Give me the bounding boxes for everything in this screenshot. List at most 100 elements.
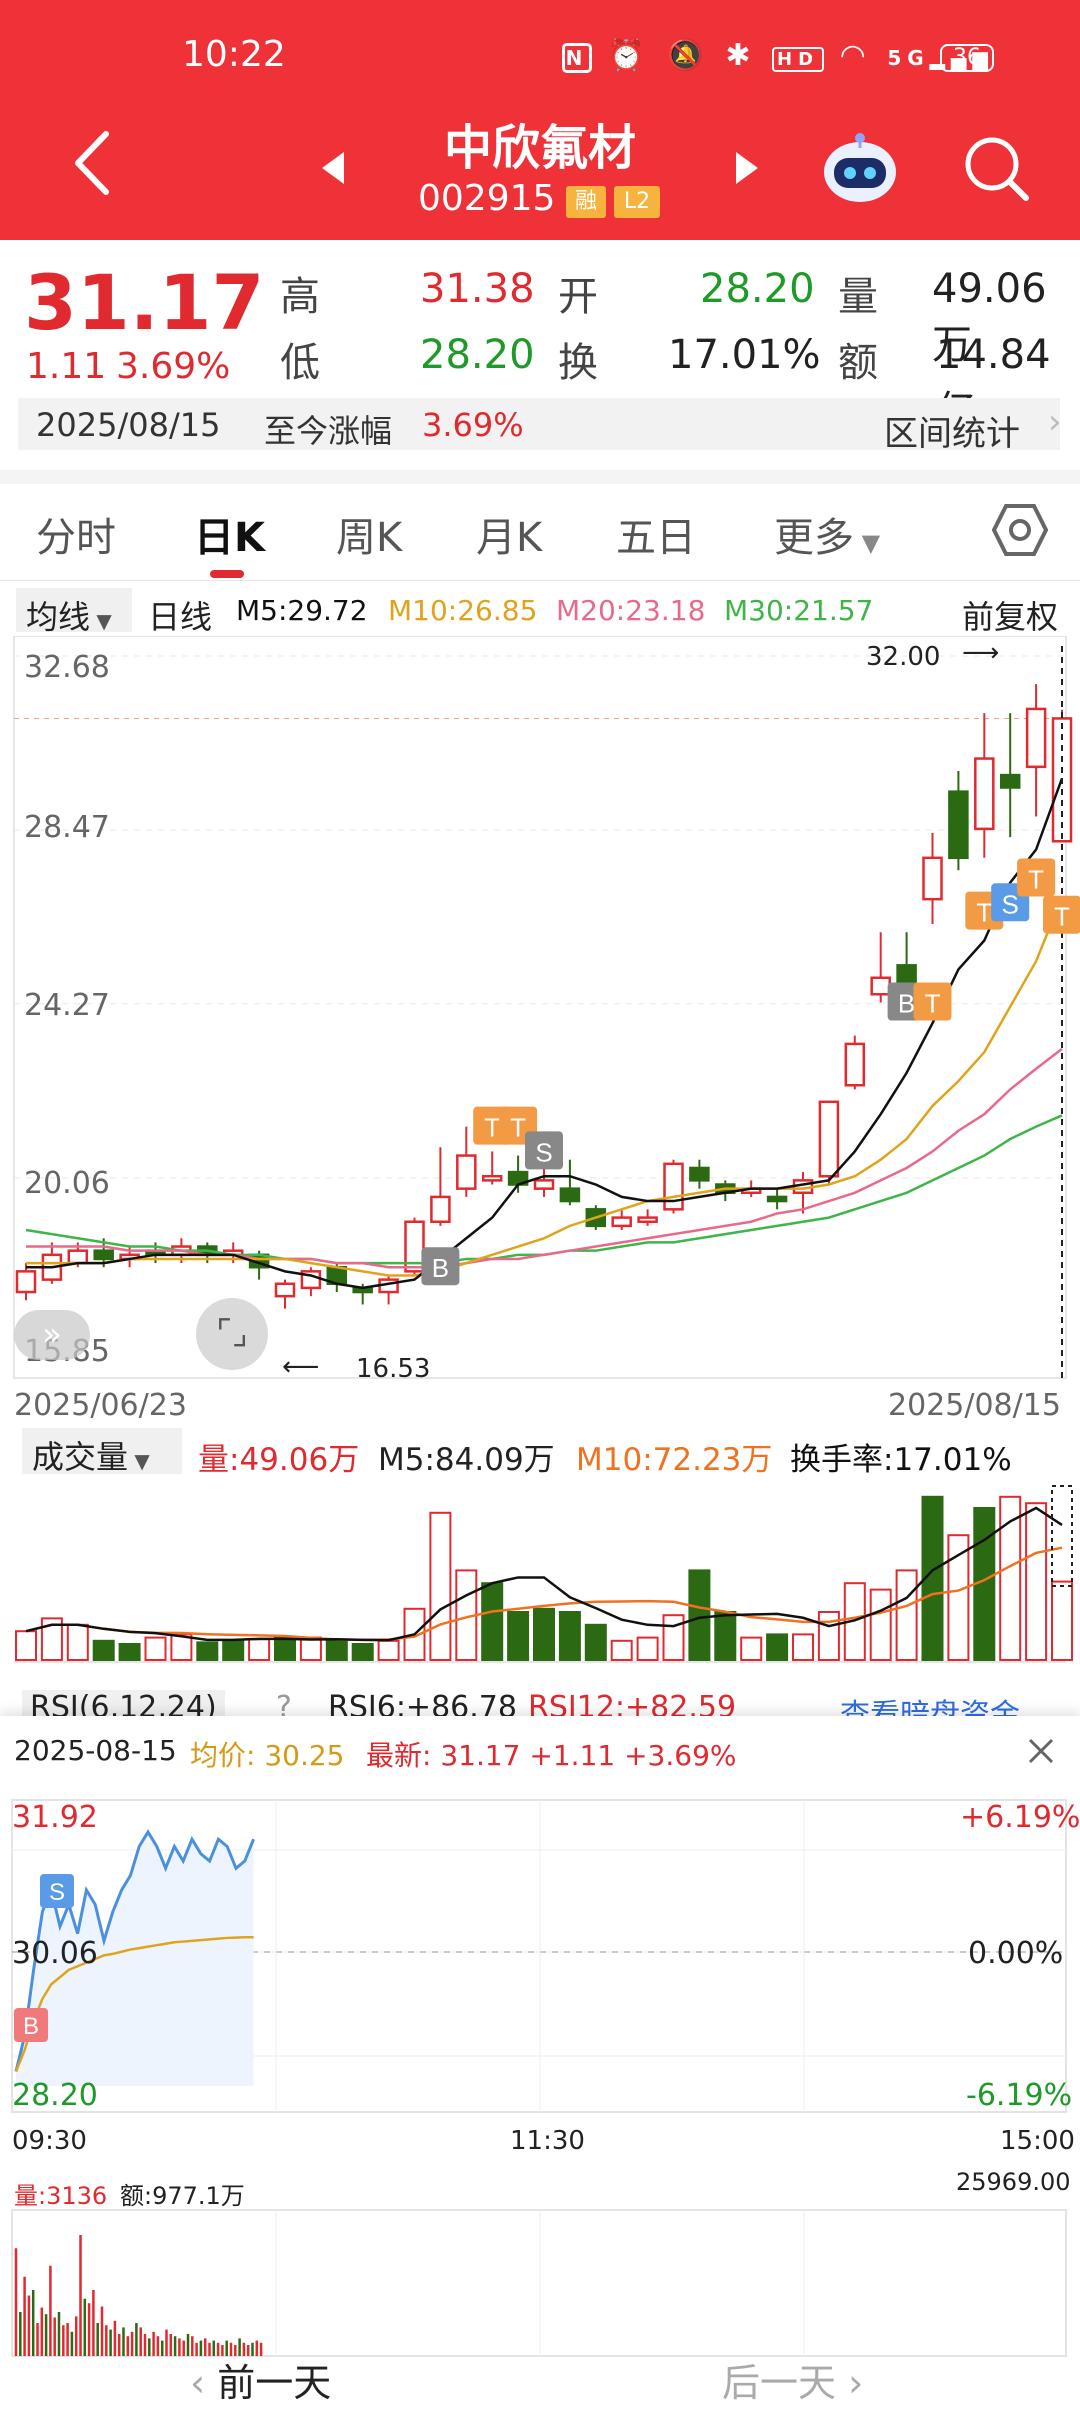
tab-five-day[interactable]: 五日 [616,515,696,561]
dark-pool-link[interactable]: 查看暗盘资金 [840,1698,1020,1716]
time-end: 15:00 [1000,2126,1075,2156]
popup-date: 2025-08-15 [14,1734,177,1767]
min-price-label: 16.53 [356,1354,431,1384]
volume-indicator-select[interactable]: 成交量 ▼ [22,1428,182,1476]
rsi12-value: RSI12:+82.59 [528,1690,737,1716]
candle-body [15,1270,37,1294]
volume-bar [429,1511,452,1661]
ma10-line [26,896,1064,1277]
range-stats-button[interactable]: 区间统计 [884,414,1020,454]
turnover-rate: 换手率:17.01% [790,1442,1012,1478]
volume-bar [714,1611,737,1661]
buy-marker-letter: B [898,989,915,1019]
volume-bar [662,1614,685,1661]
tab-more-label: 更多 [774,515,854,561]
ma20-value: M20:23.18 [556,594,706,627]
popup-latest: 最新: 31.17 +1.11 +3.69% [366,1739,737,1772]
t-marker [913,982,952,1021]
ma10-value: M10:26.85 [388,594,538,627]
volume-bar [481,1582,504,1661]
volume-bar [895,1569,918,1661]
volume-m10-line [25,1546,1063,1642]
volume-bar [869,1588,892,1661]
y-tick-2: 28.47 [24,810,110,845]
stock-name: 中欣氟材 [443,120,636,176]
robot-assistant-icon[interactable] [820,128,900,208]
prev-day-button[interactable]: ‹ 前一天 [190,2352,331,2407]
volume-chart[interactable] [0,1478,1080,1664]
tab-daily-k[interactable]: 日K [194,515,265,561]
intraday-y-high: 31.92 [12,1800,98,1835]
close-icon[interactable] [1026,1736,1056,1766]
arrow-left-icon: ⟵ [282,1352,320,1382]
rsi-select[interactable]: RSI(6,12,24) [22,1690,225,1716]
volume-bar [999,1495,1022,1661]
candle-body [1025,707,1047,769]
divider [0,470,1080,484]
volume-label: 量 [838,274,878,320]
candle-body [922,856,943,901]
t-marker-letter: T [1054,902,1070,932]
chevron-left-icon: ‹ [190,2361,218,2405]
turnover-value: 17.01% [668,332,821,378]
buy-marker [14,2008,48,2042]
volume-bar [792,1633,814,1661]
prev-stock-icon[interactable] [318,150,348,186]
top-header: 10:22 N ⏰ 🔕 ✱ HD ◠ 5G▂▄▆ 36 中欣氟材 002915 … [0,0,1080,240]
volume-m5: M5:84.09万 [378,1442,555,1478]
candle-body [766,1195,788,1203]
candle-body [559,1187,581,1203]
settings-icon[interactable] [992,502,1048,558]
next-day-button[interactable]: 后一天 › [722,2352,863,2407]
intraday-pct-mid: 0.00% [968,1936,1064,1971]
candle-body [637,1216,658,1223]
t-marker-letter: T [925,989,941,1019]
back-icon[interactable] [68,128,118,198]
volume-bar [170,1633,193,1661]
volume-bar [610,1639,633,1662]
next-stock-icon[interactable] [732,150,762,186]
tab-timeshare[interactable]: 分时 [36,515,116,561]
intraday-vol: 量:3136 [14,2182,108,2210]
ma-type-select[interactable]: 均线 ▼ [16,588,132,636]
low-label: 低 [280,340,320,386]
amount-label: 额 [838,340,878,386]
volume-bar [92,1639,115,1662]
expand-sidebar-icon[interactable]: » [14,1310,90,1360]
rsi6-value: RSI6:+86.78 [328,1690,517,1716]
candle-body [844,1042,866,1087]
tab-weekly-k[interactable]: 周K [336,515,403,561]
volume-bar [325,1639,348,1662]
kline-chart[interactable]: BT TSB TT STT [0,636,1080,1380]
volume-bar [688,1569,711,1661]
volume-current: 量:49.06万 [198,1442,360,1478]
candle-body [663,1162,684,1211]
search-icon[interactable] [962,134,1032,204]
volume-bar [1051,1580,1073,1661]
price-change-pct: 3.69% [116,346,231,387]
tab-more[interactable]: 更多 ▼ [774,505,880,563]
fullscreen-icon[interactable]: ⌜⌟ [196,1298,268,1370]
rsi-row: RSI(6,12,24) ? RSI6:+86.78 RSI12:+82.59 … [0,1686,1080,1716]
candle-body [404,1220,425,1273]
battery-level: 36 [953,45,981,70]
ma5-value: M5:29.72 [236,594,368,627]
sell-marker [40,1874,74,1908]
intraday-chart[interactable]: SB [0,1786,1080,2386]
alarm-icon: ⏰ [607,38,651,73]
open-value: 28.20 [700,266,815,312]
candle-body [93,1249,114,1261]
chevron-right-icon: › [836,2361,864,2405]
candle-body [274,1282,296,1298]
adjust-mode[interactable]: 前复权 [962,598,1059,636]
range-stats-bar[interactable]: 2025/08/15 至今涨幅 3.69% 区间统计 › [18,398,1062,454]
volume-bar [1025,1502,1048,1662]
help-icon[interactable]: ? [276,1690,292,1716]
bluetooth-icon: ✱ [725,38,757,73]
t-marker-letter: T [1028,864,1044,894]
tab-monthly-k[interactable]: 月K [476,515,543,561]
ma-type-label: 均线 [26,598,91,636]
volume-crosshair [1051,1485,1073,1587]
open-label: 开 [558,274,598,320]
intraday-popup: 2025-08-15 均价: 30.25 最新: 31.17 +1.11 +3.… [0,1716,1080,2412]
